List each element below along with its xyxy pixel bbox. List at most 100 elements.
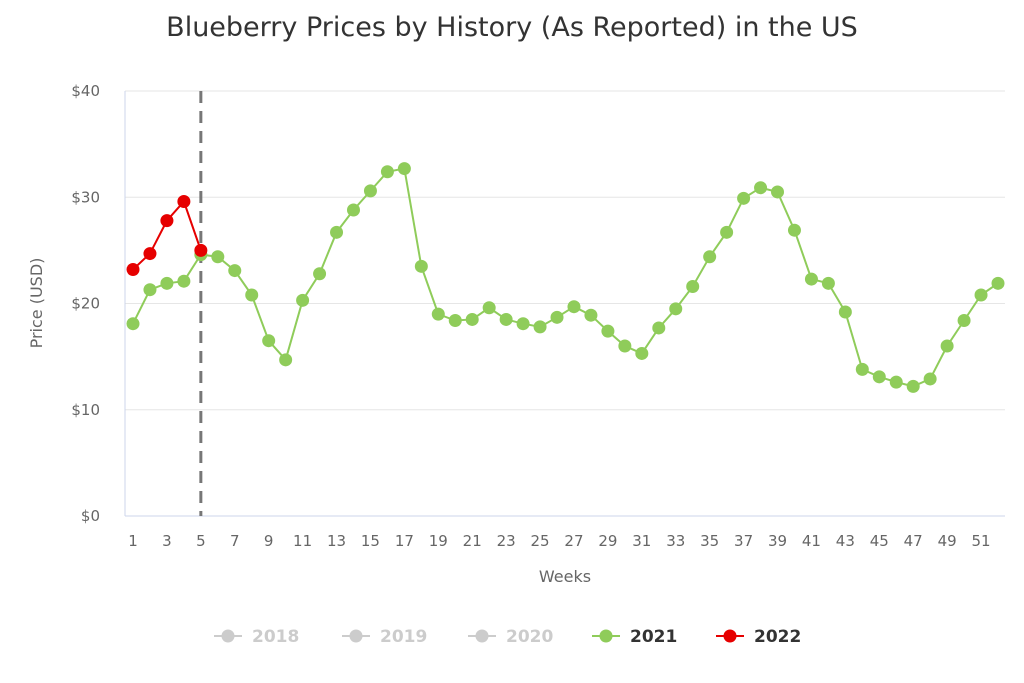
data-point-2021 xyxy=(821,276,835,290)
data-point-2021 xyxy=(754,181,768,195)
data-point-2021 xyxy=(906,379,920,393)
y-tick-label: $40 xyxy=(71,82,100,100)
x-tick-label: 29 xyxy=(598,532,617,550)
data-point-2021 xyxy=(431,307,445,321)
x-tick-label: 7 xyxy=(230,532,240,550)
data-point-2021 xyxy=(974,288,988,302)
data-point-2021 xyxy=(414,259,428,273)
x-tick-label: 1 xyxy=(128,532,138,550)
data-point-2021 xyxy=(448,314,462,327)
y-tick-label: $20 xyxy=(71,295,100,313)
x-tick-label: 49 xyxy=(938,532,957,550)
data-point-2021 xyxy=(346,203,360,217)
data-point-2021 xyxy=(889,375,903,389)
data-point-2022 xyxy=(194,243,208,257)
data-point-2021 xyxy=(279,353,293,367)
data-point-2021 xyxy=(160,276,174,290)
legend-marker-2022 xyxy=(723,629,737,643)
data-point-2021 xyxy=(499,312,513,326)
x-tick-label: 33 xyxy=(666,532,685,550)
legend-item-2018[interactable]: 2018 xyxy=(252,627,299,647)
x-tick-label: 31 xyxy=(632,532,651,550)
data-point-2021 xyxy=(923,372,937,386)
data-point-2021 xyxy=(330,225,344,239)
data-point-2021 xyxy=(940,339,954,353)
data-point-2022 xyxy=(143,247,157,261)
data-point-2021 xyxy=(482,301,496,315)
data-point-2021 xyxy=(143,283,157,297)
data-point-2021 xyxy=(363,184,377,198)
x-tick-label: 15 xyxy=(361,532,380,550)
data-point-2022 xyxy=(177,195,191,208)
legend-marker-2021 xyxy=(599,629,613,643)
data-point-2022 xyxy=(126,263,140,276)
x-tick-label: 41 xyxy=(802,532,821,550)
legend-item-2021[interactable]: 2021 xyxy=(630,627,677,647)
data-point-2021 xyxy=(296,293,310,307)
legend-marker-2018 xyxy=(221,629,235,643)
data-point-2021 xyxy=(126,317,140,331)
data-point-2021 xyxy=(618,339,632,353)
x-tick-label: 5 xyxy=(196,532,206,550)
data-point-2021 xyxy=(245,288,259,302)
data-point-2021 xyxy=(737,191,751,205)
data-point-2021 xyxy=(669,302,683,316)
x-tick-label: 13 xyxy=(327,532,346,550)
x-axis-title: Weeks xyxy=(539,567,591,586)
y-axis-title: Price (USD) xyxy=(27,258,46,349)
x-tick-label: 23 xyxy=(497,532,516,550)
data-point-2021 xyxy=(533,320,547,334)
data-point-2021 xyxy=(465,312,479,326)
legend-item-2020[interactable]: 2020 xyxy=(506,627,553,647)
x-tick-label: 9 xyxy=(264,532,274,550)
data-point-2021 xyxy=(635,346,649,360)
legend-marker-2020 xyxy=(475,629,489,643)
data-point-2022 xyxy=(160,214,174,228)
x-tick-label: 47 xyxy=(904,532,923,550)
data-point-2021 xyxy=(550,310,564,324)
data-point-2021 xyxy=(872,370,886,384)
data-point-2021 xyxy=(397,162,411,176)
data-point-2021 xyxy=(584,308,598,322)
x-tick-label: 19 xyxy=(429,532,448,550)
x-tick-label: 43 xyxy=(836,532,855,550)
data-point-2021 xyxy=(313,267,327,281)
x-tick-label: 21 xyxy=(463,532,482,550)
x-tick-label: 25 xyxy=(531,532,550,550)
x-tick-label: 17 xyxy=(395,532,414,550)
data-point-2021 xyxy=(787,223,801,237)
data-point-2021 xyxy=(380,165,394,179)
y-tick-label: $10 xyxy=(71,401,100,419)
data-point-2021 xyxy=(855,362,869,376)
series-line-2021 xyxy=(132,167,999,388)
data-point-2021 xyxy=(686,280,700,293)
data-point-2021 xyxy=(804,272,818,286)
x-tick-label: 39 xyxy=(768,532,787,550)
x-tick-label: 37 xyxy=(734,532,753,550)
x-tick-label: 51 xyxy=(971,532,990,550)
legend-marker-2019 xyxy=(349,629,363,643)
data-point-2021 xyxy=(991,276,1005,290)
legend-item-2019[interactable]: 2019 xyxy=(380,627,427,647)
y-tick-label: $30 xyxy=(71,188,100,206)
x-tick-label: 45 xyxy=(870,532,889,550)
series-line-2022 xyxy=(132,199,202,271)
data-point-2021 xyxy=(771,185,785,199)
data-point-2021 xyxy=(601,324,615,338)
data-point-2021 xyxy=(720,225,734,239)
data-point-2021 xyxy=(211,250,225,264)
x-tick-label: 27 xyxy=(564,532,583,550)
data-point-2021 xyxy=(703,250,717,264)
chart-title: Blueberry Prices by History (As Reported… xyxy=(166,12,858,43)
legend-item-2022[interactable]: 2022 xyxy=(754,627,801,647)
data-point-2021 xyxy=(262,334,276,348)
data-point-2021 xyxy=(957,314,971,327)
x-tick-label: 3 xyxy=(162,532,172,550)
data-point-2021 xyxy=(652,321,666,335)
data-point-2021 xyxy=(228,264,242,278)
x-tick-label: 35 xyxy=(700,532,719,550)
data-point-2021 xyxy=(177,274,191,288)
y-tick-label: $0 xyxy=(81,507,100,525)
data-point-2021 xyxy=(516,317,530,331)
